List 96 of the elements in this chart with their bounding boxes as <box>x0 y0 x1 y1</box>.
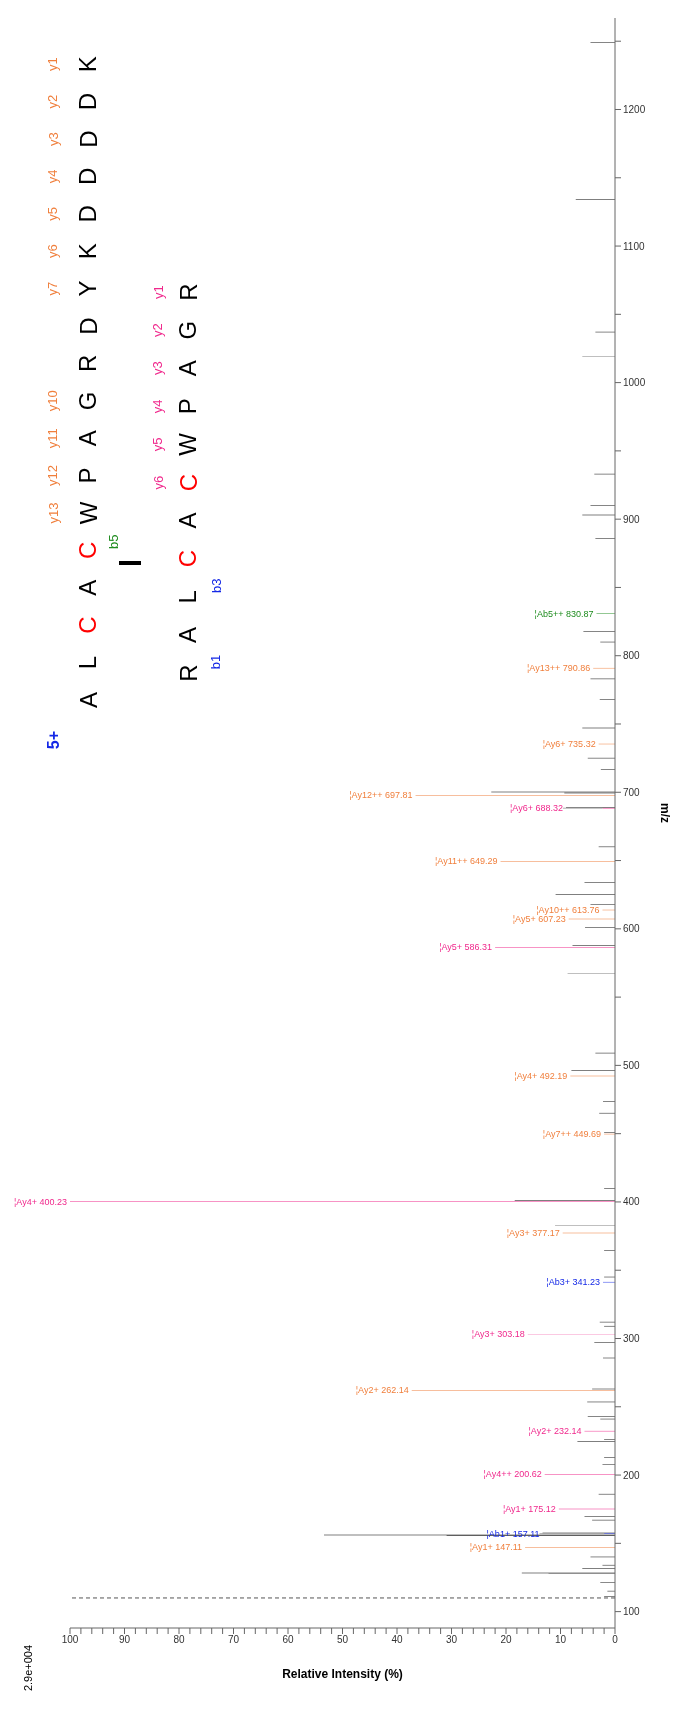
y-tick-label: 700 <box>623 786 641 798</box>
x-tick-label: 50 <box>336 1634 349 1646</box>
annotation: y4 <box>150 399 166 414</box>
y-tick-label: 800 <box>623 650 641 662</box>
annotation: Y <box>74 280 102 297</box>
annotation: D <box>74 130 102 148</box>
annotation: R <box>174 283 202 301</box>
x-tick-label: 20 <box>500 1634 512 1646</box>
y-tick-label: 100 <box>623 1606 641 1618</box>
annotation: A <box>74 691 102 709</box>
annotation: b5 <box>106 534 122 549</box>
annotation: D <box>74 92 102 111</box>
text: y12 <box>45 465 61 487</box>
data-label: ¦Ay1+ 175.12 <box>502 1504 556 1515</box>
data-label: ¦Ay3+ 377.17 <box>506 1228 560 1239</box>
annotation: W <box>74 501 102 525</box>
annotation: A <box>174 626 202 643</box>
x-tick-label: 70 <box>227 1634 240 1646</box>
data-label: ¦Ay2+ 262.14 <box>355 1385 409 1396</box>
x-tick-label: 90 <box>118 1634 131 1646</box>
text: y1 <box>45 57 61 72</box>
annotation: y1 <box>150 285 166 299</box>
y-tick-label: 200 <box>623 1469 641 1481</box>
x-tick-label: 40 <box>391 1634 403 1646</box>
annotation: y6 <box>150 475 166 490</box>
data-label: ¦Ab3+ 341.23 <box>546 1277 601 1288</box>
annotation: A <box>74 430 102 447</box>
y-tick-label: 500 <box>623 1059 641 1071</box>
y-tick-label: 1000 <box>623 377 646 389</box>
data-label: ¦Ay1+ 147.11 <box>469 1542 523 1553</box>
annotation: R <box>74 354 102 373</box>
annotation: b1 <box>208 654 224 670</box>
annotation: D <box>74 167 102 186</box>
annotation: y5 <box>150 437 166 452</box>
text: y10 <box>45 390 61 412</box>
annotation: C <box>174 473 202 492</box>
y-tick-label: 1100 <box>623 240 645 252</box>
data-label: ¦Ay4+ 492.19 <box>514 1071 568 1082</box>
y-axis-title: m/z <box>657 802 672 823</box>
x-tick-label: 0 <box>612 1634 619 1646</box>
annotation: y2 <box>150 323 166 337</box>
text: y13 <box>45 502 61 524</box>
x-tick-label: 80 <box>173 1634 185 1646</box>
x-tick-label: 60 <box>282 1634 294 1646</box>
annotation: C <box>74 541 102 560</box>
annotation: L <box>74 655 102 670</box>
data-label: ¦Ay4++ 200.62 <box>483 1469 542 1480</box>
x-tick-label: 10 <box>554 1634 567 1646</box>
annotation: W <box>174 432 202 456</box>
text: y4 <box>45 169 61 184</box>
data-label: ¦Ay2+ 232.14 <box>528 1426 582 1437</box>
annotation: D <box>74 205 102 223</box>
text: y2 <box>45 94 61 109</box>
annotation: A <box>74 579 102 596</box>
annotation: K <box>74 243 102 260</box>
data-label: ¦Ay6+ 688.32 <box>509 803 563 814</box>
data-label: ¦Ay5+ 607.23 <box>512 913 566 924</box>
data-label: ¦Ay5+ 586.31 <box>439 942 493 953</box>
y-tick-label: 1200 <box>623 104 646 116</box>
text: y3 <box>45 132 61 146</box>
y-tick-label: 400 <box>623 1196 641 1208</box>
data-label: ¦Ay3+ 303.18 <box>471 1329 525 1340</box>
data-label: ¦Ay12++ 697.81 <box>349 790 413 801</box>
text: y6 <box>45 244 61 259</box>
x-tick-label: 30 <box>445 1634 458 1646</box>
x-axis-title: Relative Intensity (%) <box>282 1667 403 1681</box>
text: 5+ <box>44 730 62 750</box>
x-tick-label: 100 <box>61 1634 79 1646</box>
annotation: D <box>74 317 102 335</box>
data-label: ¦Ay6+ 735.32 <box>542 739 596 750</box>
text: 2.9e+004 <box>22 1644 34 1692</box>
text: y11 <box>45 428 61 449</box>
annotation: C <box>74 616 102 634</box>
y-tick-label: 600 <box>623 923 641 935</box>
annotation: P <box>174 398 202 415</box>
data-label: ¦Ay13++ 790.86 <box>526 663 591 674</box>
annotation: G <box>174 320 202 340</box>
y-tick-label: 900 <box>623 513 641 525</box>
annotation: C <box>174 550 202 568</box>
annotation: A <box>174 512 202 529</box>
annotation: y3 <box>150 361 166 376</box>
y-tick-label: 300 <box>623 1333 641 1345</box>
annotation: K <box>74 56 102 73</box>
annotation: b3 <box>208 578 224 593</box>
annotation: R <box>174 664 202 682</box>
data-label: ¦Ab5++ 830.87 <box>534 608 594 619</box>
annotation: A <box>174 360 202 377</box>
annotation: G <box>74 391 102 411</box>
data-label: ¦Ay11++ 649.29 <box>434 856 498 867</box>
text: y7 <box>45 281 61 296</box>
annotation: L <box>174 590 202 604</box>
text: y5 <box>45 206 61 221</box>
data-label: ¦Ay4+ 400.23 <box>14 1196 67 1207</box>
data-label: ¦Ay7++ 449.69 <box>542 1129 602 1140</box>
annotation: P <box>74 467 102 484</box>
data-label: ¦Ay10++ 613.76 <box>536 905 600 916</box>
